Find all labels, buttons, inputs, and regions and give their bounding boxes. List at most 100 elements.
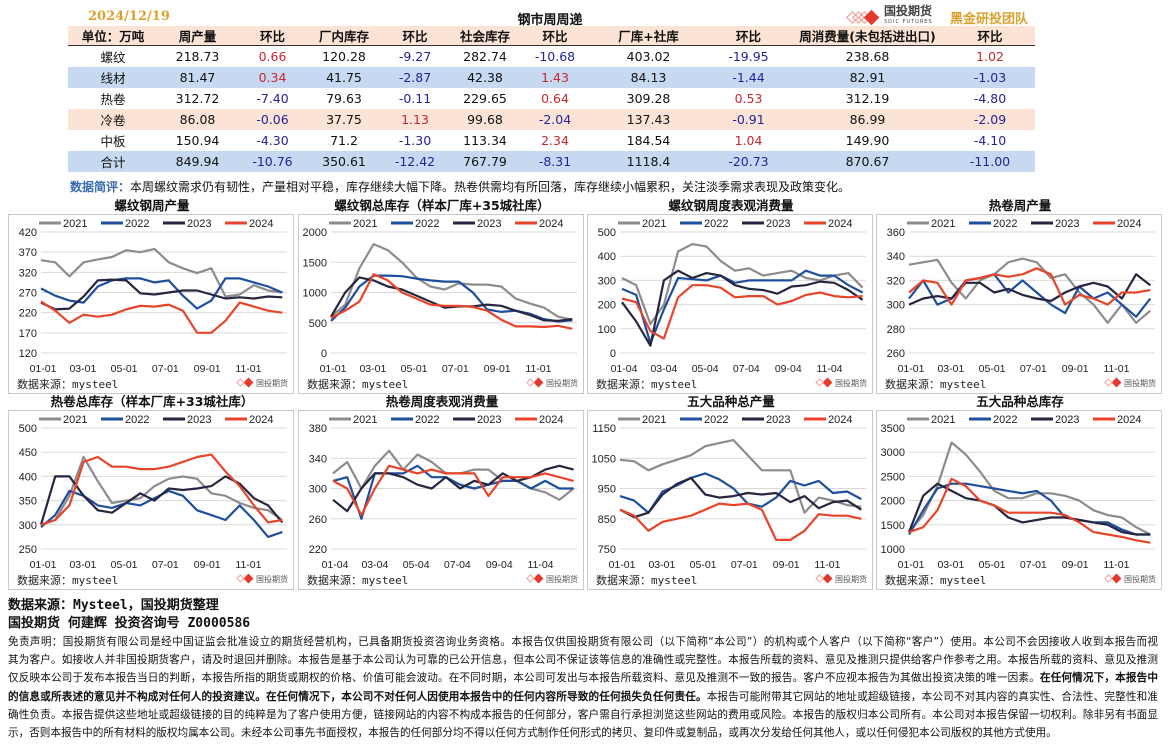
series-line-2023 — [330, 276, 573, 323]
y-tick-label: 100 — [598, 324, 616, 336]
line-chart: 750 850 950 1050 1150 01-01 03-01 05-01 07-01 09-… — [592, 414, 867, 587]
chart-panel: 螺纹钢周产量 120 170 220 270 320 370 420 01-01 03-01 05-… — [8, 197, 296, 394]
legend-label: 2023 — [766, 414, 790, 426]
x-tick-label: 05-01 — [401, 363, 428, 375]
legend-label: 2024 — [828, 414, 852, 426]
series-line-2021 — [40, 247, 283, 298]
svg-text:国投期货: 国投期货 — [546, 378, 578, 388]
y-tick-label: 2000 — [881, 496, 905, 508]
product-name: 线材 — [68, 66, 158, 88]
y-tick-label: 320 — [887, 275, 905, 287]
table-cell: -4.10 — [973, 132, 1007, 148]
x-tick-label: 07-04 — [444, 559, 471, 571]
x-tick-label: 09-04 — [486, 559, 513, 571]
chart-logo-icon: 国投期货 — [815, 377, 867, 388]
table-cell: 0.53 — [734, 90, 763, 106]
legend-label: 2022 — [125, 414, 149, 426]
y-tick-label: 450 — [19, 447, 37, 459]
chart-title: 热卷周产量 — [988, 198, 1052, 213]
y-tick-label: 300 — [19, 520, 37, 532]
series-line-2021 — [621, 243, 864, 326]
series-line-2023 — [907, 482, 1151, 536]
table-cell: 229.65 — [463, 90, 507, 106]
table-cell: 84.13 — [590, 66, 707, 88]
x-tick-label: 05-01 — [690, 559, 717, 571]
chart-logo-icon: 国投期货 — [526, 377, 578, 388]
x-tick-label: 11-01 — [1103, 363, 1129, 375]
table-row: 螺纹 218.73 0.66 120.28 -9.27 282.74 -10.68 403.0… — [68, 46, 1035, 67]
y-tick-label: 750 — [598, 544, 616, 556]
table-cell: -10.76 — [237, 150, 308, 172]
series-line-2023 — [39, 475, 284, 526]
table-cell: 82.91 — [790, 66, 945, 88]
x-tick-label: 09-04 — [775, 363, 802, 375]
y-tick-label: 1000 — [881, 544, 905, 556]
legend-label: 2022 — [704, 218, 728, 230]
series-line-2022 — [330, 274, 573, 323]
table-cell: 42.38 — [450, 66, 520, 88]
table-cell: 137.43 — [590, 108, 707, 130]
x-tick-label: 09-01 — [773, 559, 800, 571]
chart-panel: 热卷周产量 260 280 300 320 340 360 01-01 03-01 05-01 07… — [876, 197, 1164, 394]
y-tick-label: 3500 — [881, 423, 905, 435]
x-tick-label: 11-01 — [525, 363, 551, 375]
author-info: 国投期货 何建辉 投资咨询号 Z0000586 — [8, 616, 251, 631]
legend-label: 2022 — [993, 414, 1017, 426]
y-tick-label: 260 — [309, 514, 327, 526]
legend-label: 2023 — [1055, 414, 1079, 426]
product-name: 合计 — [68, 150, 158, 172]
line-chart: 260 280 300 320 340 360 01-01 03-01 05-01 07-01 09… — [885, 218, 1156, 391]
table-cell: 870.67 — [790, 150, 945, 172]
table-cell: -0.91 — [707, 108, 790, 130]
x-tick-label: 11-01 — [814, 559, 840, 571]
table-cell: 312.19 — [845, 90, 890, 106]
legend-label: 2023 — [1055, 218, 1079, 230]
x-tick-label: 07-01 — [1020, 363, 1047, 375]
chart-panel: 热卷周度表观消费量 220 260 300 340 380 01-04 03-04 05-04 0… — [298, 393, 586, 590]
y-tick-label: 850 — [598, 514, 616, 526]
y-tick-label: 420 — [19, 227, 37, 239]
x-tick-label: 11-01 — [1103, 559, 1129, 571]
disclaimer-line: 示，否则本报告中的所有材料的版权均属本公司。未经本公司事先书面授权，本报告的任何… — [8, 727, 1057, 740]
report-title: 钢市周周递 — [517, 13, 583, 28]
table-cell: -2.04 — [520, 108, 590, 130]
report-date: 2024/12/19 — [88, 9, 170, 24]
table-cell: 282.74 — [463, 48, 507, 64]
table-cell: 849.94 — [158, 150, 237, 172]
product-name: 热卷 — [100, 91, 126, 107]
legend-label: 2024 — [828, 218, 852, 230]
chart-source: 数据来源：mysteel — [307, 377, 408, 391]
x-tick-label: 01-01 — [898, 559, 925, 571]
legend-label: 2024 — [539, 218, 563, 230]
table-row: 冷卷 86.08 -0.06 37.75 1.13 99.68 -2.04 137.43 -0.… — [68, 108, 1035, 130]
x-tick-label: 07-01 — [731, 559, 758, 571]
table-cell: 86.99 — [790, 108, 945, 130]
table-cell: 149.90 — [845, 132, 890, 148]
x-tick-label: 03-04 — [650, 363, 677, 375]
chart-logo-icon: 国投期货 — [236, 573, 288, 584]
column-header: 厂库+社库 — [590, 26, 707, 46]
table-cell: -0.11 — [398, 90, 432, 106]
table-cell: -19.95 — [728, 48, 769, 64]
legend-label: 2024 — [1117, 218, 1141, 230]
y-tick-label: 2500 — [881, 471, 905, 483]
chart-source: 数据来源：mysteel — [596, 573, 697, 587]
legend-label: 2021 — [63, 414, 87, 426]
chart-source: 数据来源：mysteel — [885, 377, 986, 391]
legend-label: 2022 — [415, 414, 439, 426]
legend-label: 2022 — [415, 218, 439, 230]
chart-title: 热卷周度表观消费量 — [385, 394, 499, 409]
x-tick-label: 01-04 — [322, 559, 349, 571]
y-tick-label: 400 — [19, 471, 37, 483]
y-tick-label: 280 — [887, 324, 905, 336]
column-header: 环比 — [380, 26, 450, 46]
table-cell: 1.43 — [520, 66, 590, 88]
y-tick-label: 0 — [610, 348, 616, 360]
table-cell: 79.63 — [326, 90, 362, 106]
line-chart: 250 300 350 400 450 500 01-01 03-01 05-01 07-01 09… — [17, 414, 288, 587]
product-name: 冷卷 — [68, 108, 158, 130]
x-tick-label: 07-01 — [152, 559, 179, 571]
svg-text:国投期货: 国投期货 — [546, 574, 578, 584]
disclaimer-line: 免责声明：国投期货有限公司是经中国证监会批准设立的期货经营机构，已具备期货投资咨… — [8, 636, 1158, 648]
x-tick-label: 05-01 — [111, 559, 138, 571]
